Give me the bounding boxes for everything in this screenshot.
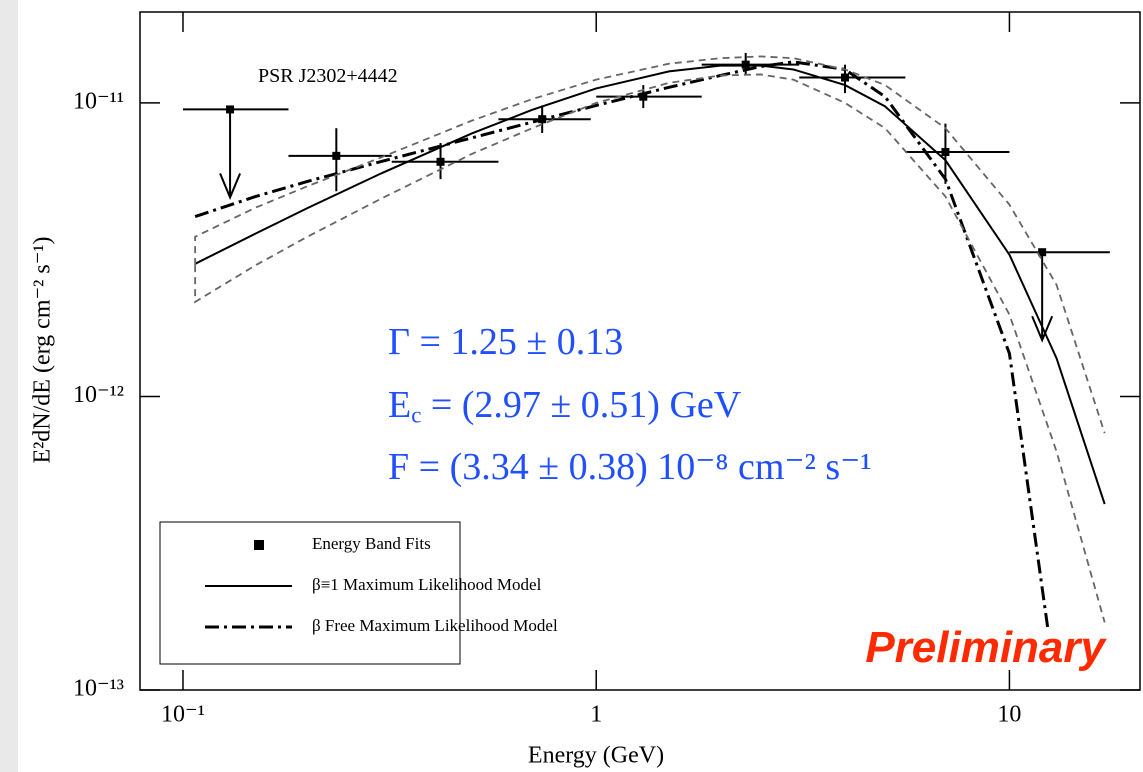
data-point	[332, 151, 341, 160]
data-point	[436, 157, 445, 166]
annotation-part: E	[388, 384, 411, 426]
data-point	[941, 148, 950, 157]
data-point	[639, 92, 648, 101]
y-tick-label: 10⁻¹¹	[73, 88, 124, 114]
data-point	[840, 73, 849, 82]
annotation-part: PSR J2302+4442	[258, 65, 398, 87]
model-curve	[194, 64, 1106, 505]
legend-label: β≡1 Maximum Likelihood Model	[312, 575, 542, 594]
legend-label: Energy Band Fits	[312, 534, 431, 553]
side-strip	[0, 0, 18, 772]
legend-marker	[254, 540, 264, 550]
annotation-part: c	[411, 403, 421, 428]
annotation: Ec = (2.97 ± 0.51) GeV	[388, 384, 742, 428]
x-axis-label: Energy (GeV)	[528, 743, 664, 769]
model-curve	[194, 55, 1106, 434]
y-tick-label: 10⁻¹²	[73, 382, 124, 408]
annotation-part: Γ = 1.25 ± 0.13	[388, 321, 623, 363]
y-tick-label: 10⁻¹³	[73, 676, 124, 702]
data-point	[1038, 248, 1047, 257]
annotation: PSR J2302+4442	[258, 65, 398, 87]
model-curve	[194, 73, 1106, 623]
legend-box	[159, 521, 461, 665]
y-axis-label: E²dN/dE (erg cm⁻² s⁻¹)	[30, 236, 56, 463]
upper-limit-arrow	[219, 109, 241, 201]
x-tick-label: 10⁻¹	[161, 702, 205, 728]
legend-label: β Free Maximum Likelihood Model	[312, 616, 558, 635]
model-curve	[194, 60, 1050, 631]
annotation: Γ = 1.25 ± 0.13	[388, 321, 623, 363]
x-tick-label: 1	[590, 702, 602, 728]
plot-frame	[139, 11, 1141, 691]
annotation-part: Preliminary	[865, 623, 1107, 672]
annotation-part: = (2.97 ± 0.51) GeV	[421, 384, 741, 426]
data-point	[226, 105, 235, 114]
annotation: Preliminary	[865, 623, 1107, 672]
x-tick-label: 10	[997, 702, 1021, 728]
annotation: F = (3.34 ± 0.38) 10⁻⁸ cm⁻² s⁻¹	[388, 446, 872, 488]
annotation-part: F = (3.34 ± 0.38) 10⁻⁸ cm⁻² s⁻¹	[388, 446, 872, 488]
